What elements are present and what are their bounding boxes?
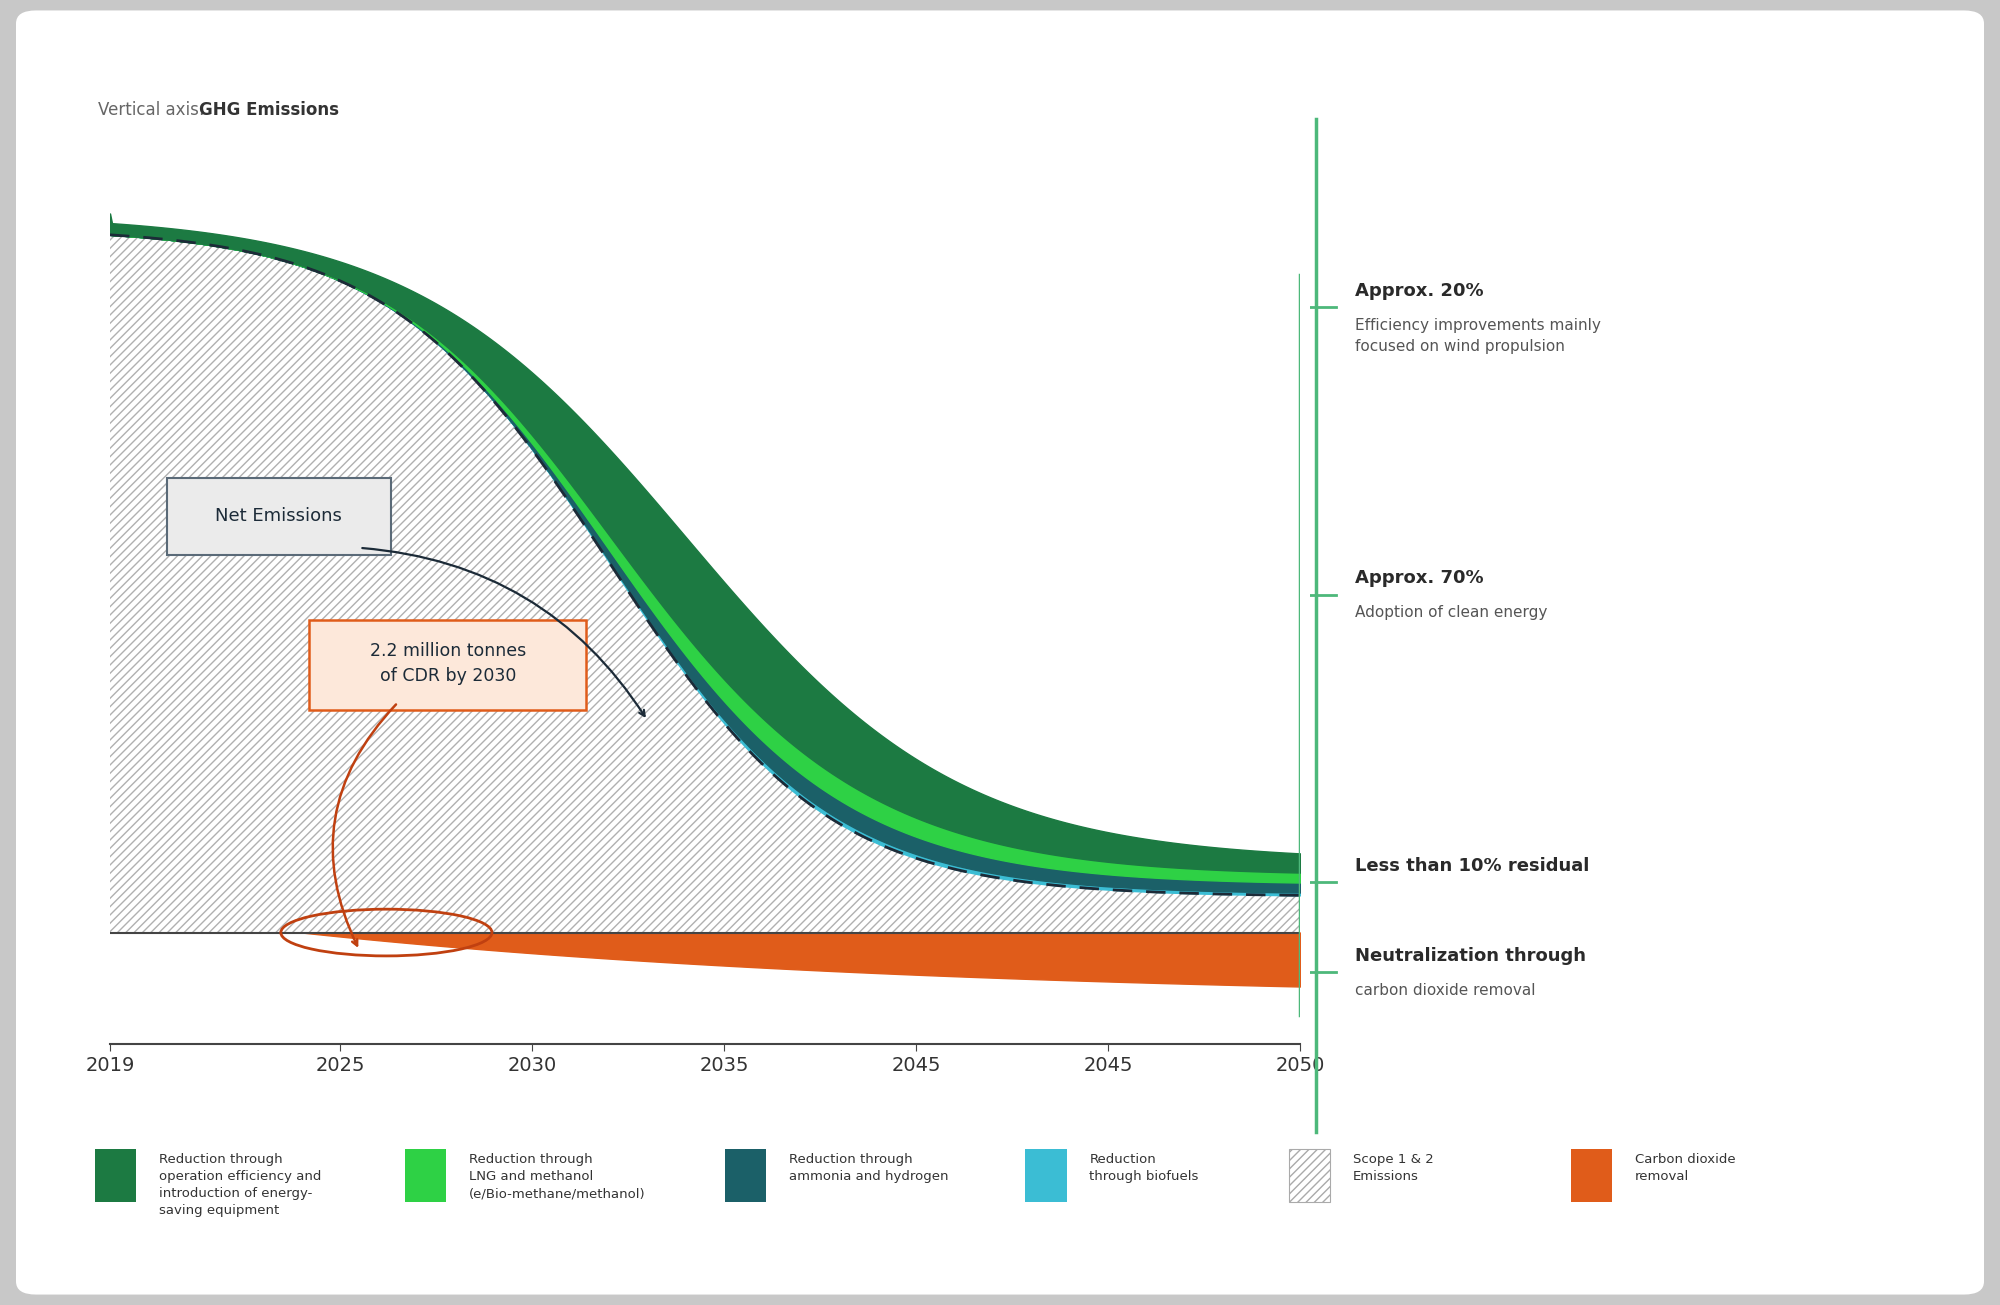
FancyBboxPatch shape	[1570, 1150, 1612, 1202]
Text: Adoption of clean energy: Adoption of clean energy	[1354, 606, 1548, 620]
Text: carbon dioxide removal: carbon dioxide removal	[1354, 983, 1536, 998]
Text: Less than 10% residual: Less than 10% residual	[1354, 857, 1590, 876]
Text: GHG Emissions: GHG Emissions	[200, 102, 340, 120]
FancyBboxPatch shape	[1026, 1150, 1066, 1202]
Text: Approx. 20%: Approx. 20%	[1354, 282, 1484, 300]
Text: Reduction through
ammonia and hydrogen: Reduction through ammonia and hydrogen	[788, 1154, 948, 1184]
Text: Reduction through
operation efficiency and
introduction of energy-
saving equipm: Reduction through operation efficiency a…	[158, 1154, 322, 1218]
Text: Reduction through
LNG and methanol
(e/Bio-methane/methanol): Reduction through LNG and methanol (e/Bi…	[468, 1154, 646, 1201]
Text: Net Emissions: Net Emissions	[216, 508, 342, 525]
Text: Reduction
through biofuels: Reduction through biofuels	[1090, 1154, 1198, 1184]
Text: 2.2 million tonnes
of CDR by 2030: 2.2 million tonnes of CDR by 2030	[370, 642, 526, 685]
Text: Neutralization through: Neutralization through	[1354, 947, 1586, 964]
Text: Scope 1 & 2
Emissions: Scope 1 & 2 Emissions	[1352, 1154, 1434, 1184]
FancyBboxPatch shape	[1288, 1150, 1330, 1202]
FancyBboxPatch shape	[94, 1150, 136, 1202]
Text: Vertical axis:: Vertical axis:	[98, 102, 210, 120]
Text: Carbon dioxide
removal: Carbon dioxide removal	[1634, 1154, 1736, 1184]
FancyBboxPatch shape	[404, 1150, 446, 1202]
Text: Approx. 70%: Approx. 70%	[1354, 569, 1484, 587]
FancyBboxPatch shape	[168, 478, 390, 555]
FancyBboxPatch shape	[310, 620, 586, 710]
FancyBboxPatch shape	[724, 1150, 766, 1202]
Text: MOL Group’s pathway to net zero GHG emissions: MOL Group’s pathway to net zero GHG emis…	[596, 51, 1404, 80]
Text: Efficiency improvements mainly
focused on wind propulsion: Efficiency improvements mainly focused o…	[1354, 317, 1600, 354]
